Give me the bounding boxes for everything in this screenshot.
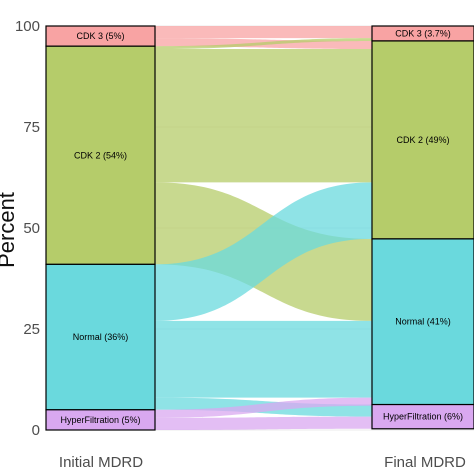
- final-stratum-cdk-2: [371, 40, 474, 240]
- x-label-final: Final MDRD: [384, 454, 466, 471]
- flow-hyperfiltration-to-hyperfiltration: [155, 416, 372, 430]
- initial-stratum-label-normal: Normal (36%): [73, 332, 129, 342]
- y-tick-label-75: 75: [23, 119, 40, 136]
- flow-normal-to-normal: [155, 320, 372, 398]
- x-axis-labels: Initial MDRD Final MDRD: [59, 454, 466, 471]
- y-axis-ticks: 0 25 50 75 100: [15, 18, 40, 439]
- flow-hyperfiltration-to-normal: [155, 397, 372, 418]
- flow-cdk-3-to-cdk-3: [155, 26, 372, 39]
- flow-normal-to-cdk-2: [155, 182, 372, 321]
- final-stratum-hyperfiltration: [371, 403, 474, 430]
- final-stratum-label-cdk-2: CDK 2 (49%): [396, 135, 449, 145]
- initial-stratum-label-cdk-3: CDK 3 (5%): [76, 31, 124, 41]
- flow-bands: [155, 26, 372, 430]
- flow-cdk-2-to-cdk-3: [155, 38, 372, 50]
- initial-stratum-label-cdk-2: CDK 2 (54%): [74, 150, 127, 160]
- final-stratum-label-normal: Normal (41%): [395, 317, 451, 327]
- initial-stratum-hyperfiltration: [45, 409, 156, 431]
- initial-stratum-label-hyperfiltration: HyperFiltration (5%): [60, 415, 140, 425]
- y-axis-label: Percent: [0, 192, 19, 268]
- initial-stratum-normal: [45, 263, 156, 411]
- final-stratum-label-cdk-3: CDK 3 (3.7%): [395, 28, 451, 38]
- y-tick-label-0: 0: [32, 422, 40, 439]
- final-stratum-label-hyperfiltration: HyperFiltration (6%): [383, 412, 463, 422]
- x-label-initial: Initial MDRD: [59, 454, 143, 471]
- y-tick-label-100: 100: [15, 18, 40, 35]
- strata-columns: CDK 3 (5%) CDK 2 (54%) Normal (36%) HyperFi…: [45, 25, 474, 431]
- y-tick-label-50: 50: [23, 220, 40, 237]
- flow-cdk-2-to-cdk-2: [155, 49, 372, 183]
- y-tick-label-25: 25: [23, 321, 40, 338]
